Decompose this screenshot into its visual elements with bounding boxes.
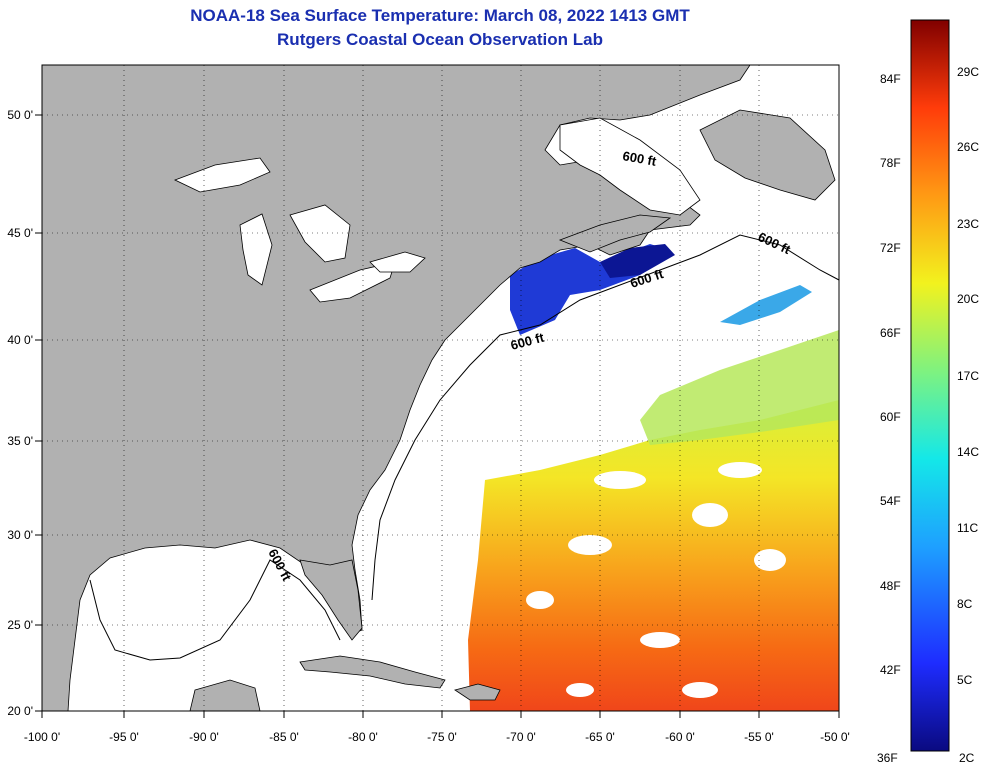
land-newfoundland [699, 109, 836, 201]
scale-label-c: 2C [959, 751, 975, 765]
scale-label-f: 84F [880, 72, 901, 86]
lon-label: -85 0' [269, 730, 299, 744]
lon-label: -65 0' [585, 730, 615, 744]
lon-label: -55 0' [744, 730, 774, 744]
land-nova-scotia [558, 214, 672, 253]
map-subtitle: Rutgers Coastal Ocean Observation Lab [277, 30, 603, 49]
scale-label-c: 20C [957, 292, 979, 306]
lat-label: 20 0' [7, 704, 33, 718]
lat-label: 25 0' [7, 618, 33, 632]
scale-label-f: 36F [877, 751, 898, 765]
lat-label: 35 0' [7, 434, 33, 448]
scale-label-c: 11C [957, 521, 978, 535]
gulf-st-lawrence [559, 117, 701, 216]
sst-cool-patch [720, 285, 812, 325]
latitude-labels: 50 0' 45 0' 40 0' 35 0' 30 0' 25 0' 20 0… [7, 108, 33, 718]
scale-label-f: 42F [880, 663, 901, 677]
lon-label: -100 0' [24, 730, 60, 744]
scale-label-f: 78F [880, 156, 901, 170]
scale-label-f: 72F [880, 241, 901, 255]
land-cuba [299, 655, 446, 689]
scale-label-c: 23C [957, 217, 979, 231]
lon-label: -80 0' [348, 730, 378, 744]
scale-label-c: 29C [957, 65, 979, 79]
lon-label: -50 0' [820, 730, 850, 744]
sst-mid-field [640, 330, 839, 445]
scale-label-f: 54F [880, 494, 901, 508]
land-florida [299, 559, 363, 641]
fahrenheit-labels: 84F 78F 72F 66F 60F 54F 48F 42F 36F [877, 72, 901, 765]
land-yucatan [189, 679, 261, 711]
lon-label: -70 0' [506, 730, 536, 744]
land-hispaniola [454, 683, 501, 701]
lat-label: 50 0' [7, 108, 33, 122]
cloud-gaps [526, 462, 786, 698]
celsius-labels: 29C 26C 23C 20C 17C 14C 11C 8C 5C 2C [957, 65, 979, 765]
lon-label: -95 0' [109, 730, 139, 744]
scale-label-f: 66F [880, 326, 901, 340]
lat-label: 45 0' [7, 226, 33, 240]
lon-label: -60 0' [665, 730, 695, 744]
lon-label: -90 0' [189, 730, 219, 744]
scale-label-c: 5C [957, 673, 973, 687]
color-scale-bar [910, 19, 950, 752]
lon-label: -75 0' [427, 730, 457, 744]
map-title: NOAA-18 Sea Surface Temperature: March 0… [190, 6, 690, 25]
scale-label-c: 14C [957, 445, 979, 459]
scale-label-f: 48F [880, 579, 901, 593]
longitude-labels: -100 0' -95 0' -90 0' -85 0' -80 0' -75 … [24, 730, 850, 744]
sst-warm-field [468, 400, 839, 711]
contour-label-600ft: 600 ft [621, 148, 658, 169]
sst-coldest-field [600, 244, 675, 278]
lat-label: 40 0' [7, 333, 33, 347]
map-frame [41, 64, 840, 712]
contour-600ft [89, 234, 839, 661]
land-north-america [42, 65, 751, 711]
scale-label-c: 8C [957, 597, 973, 611]
frame-ticks [35, 114, 840, 718]
lat-label: 30 0' [7, 528, 33, 542]
great-lakes [173, 157, 426, 303]
scale-label-c: 26C [957, 140, 979, 154]
scale-label-c: 17C [957, 369, 979, 383]
scale-label-f: 60F [880, 410, 901, 424]
